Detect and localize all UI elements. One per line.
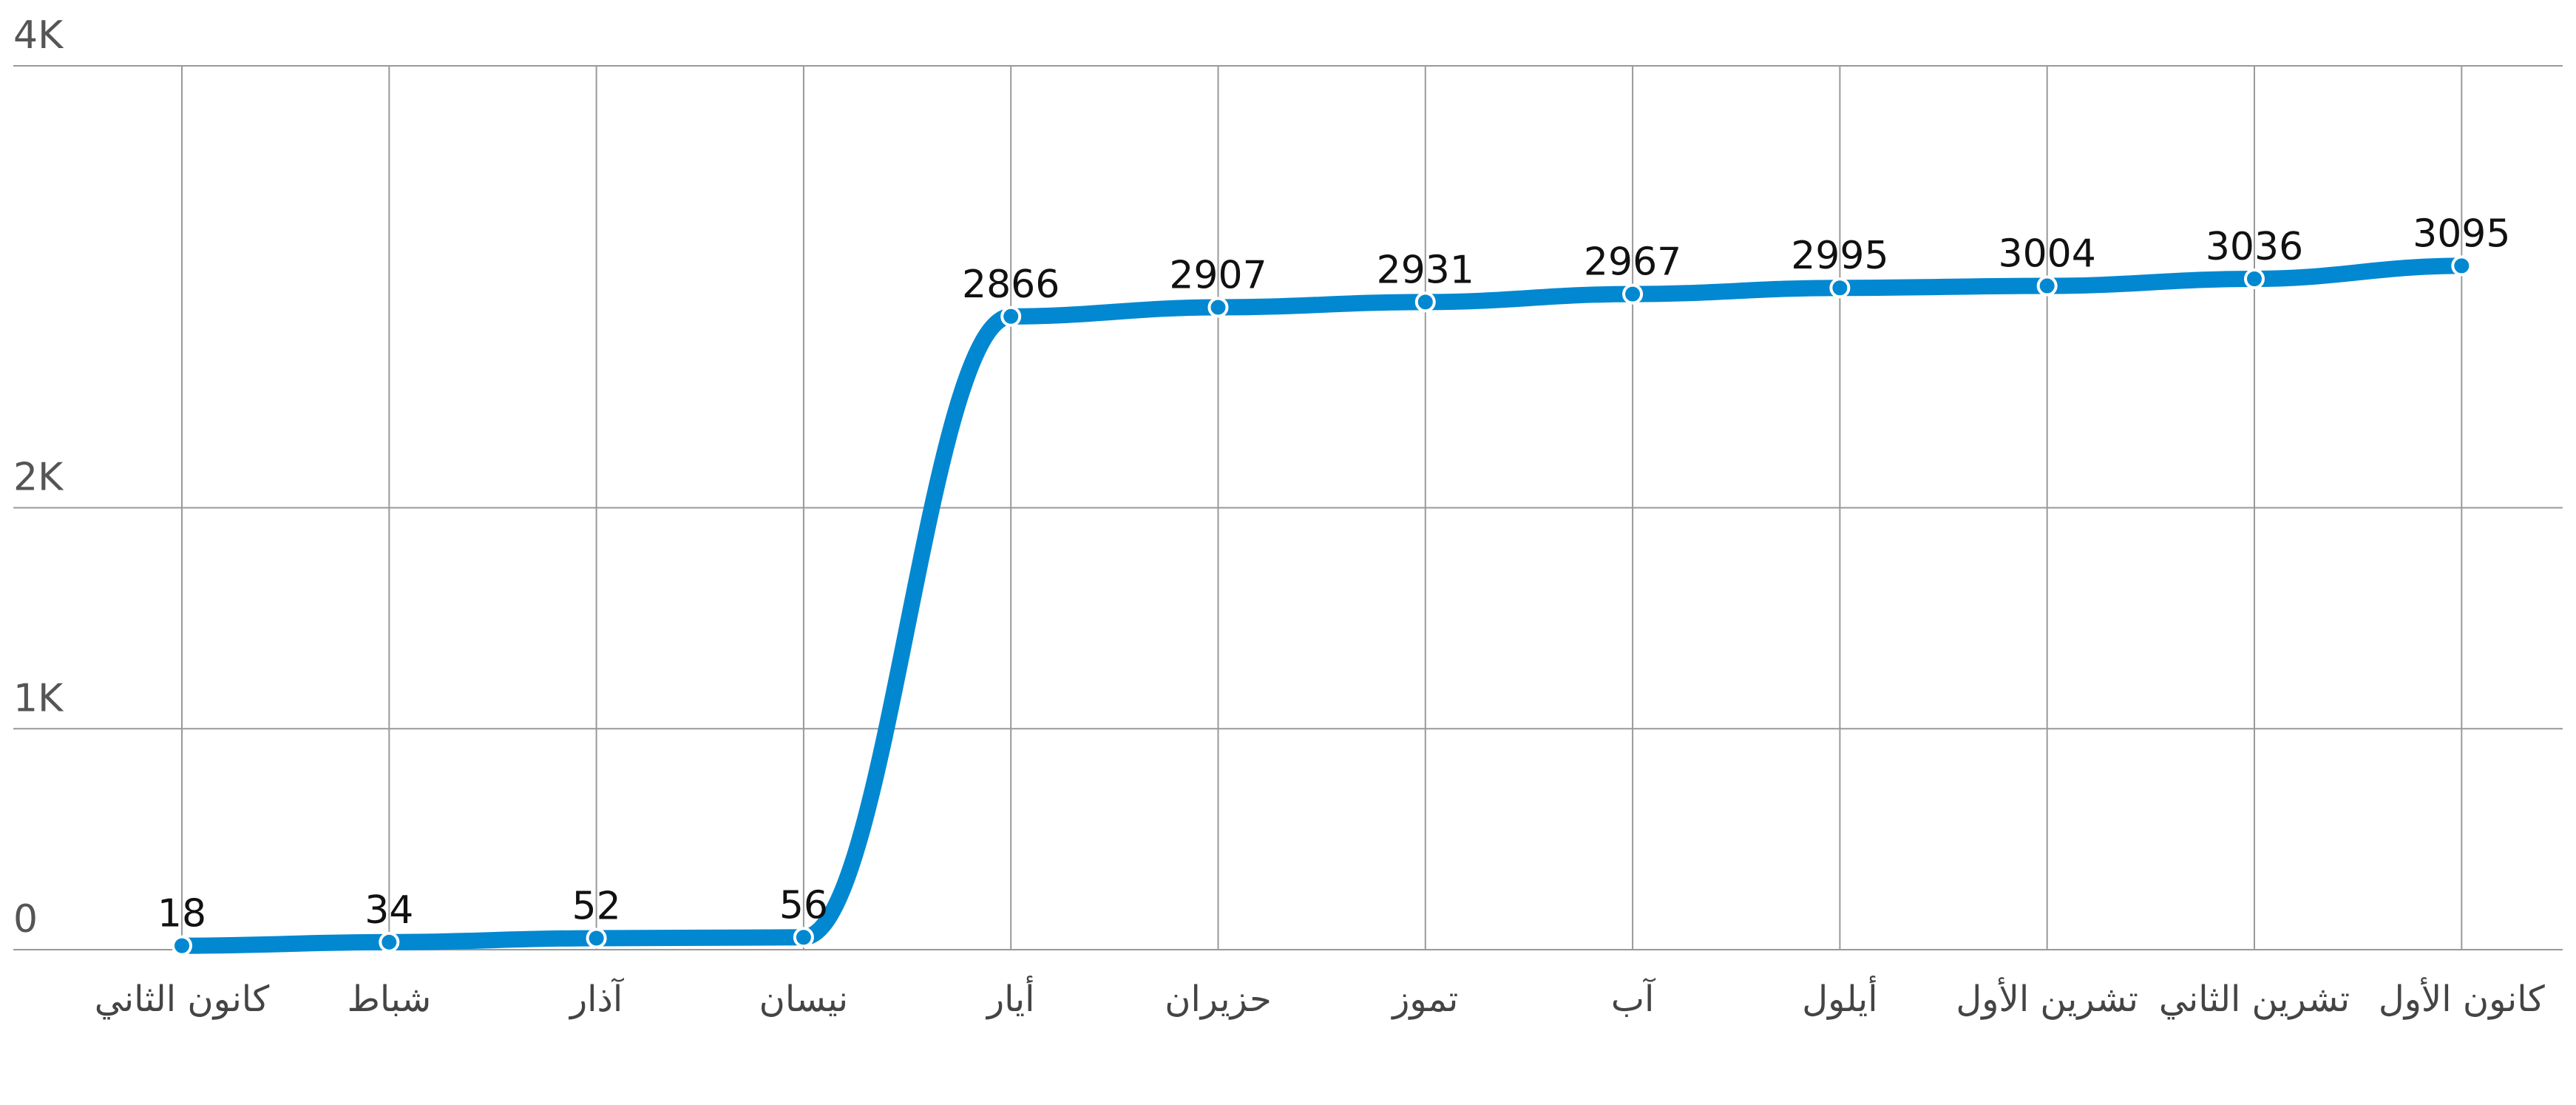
point — [793, 927, 814, 948]
data-label: 3004 — [1999, 232, 2096, 277]
data-label: 2967 — [1584, 240, 1681, 285]
x-tick-label: حزيران — [1165, 979, 1272, 1020]
data-label: 3095 — [2413, 212, 2510, 256]
y-tick-label: 4K — [13, 13, 64, 58]
data-label: 3036 — [2206, 225, 2303, 269]
data-label: 34 — [365, 888, 413, 933]
x-tick-label: أيار — [986, 976, 1035, 1020]
x-tick-label: تموز — [1391, 979, 1458, 1020]
x-tick-label: نيسان — [759, 979, 849, 1020]
x-tick-label: آب — [1611, 977, 1656, 1020]
point — [1000, 305, 1022, 327]
point — [1414, 291, 1436, 313]
y-tick-label: 2K — [13, 456, 64, 500]
data-label: 52 — [572, 884, 621, 928]
x-tick-label: آذار — [569, 977, 625, 1020]
point — [379, 931, 400, 953]
point — [172, 935, 192, 956]
line — [174, 257, 2470, 954]
point — [2451, 255, 2472, 277]
x-tick-label: كانون الأول — [2379, 976, 2545, 1020]
point — [1829, 277, 1851, 299]
x-tick-label: أيلول — [1802, 976, 1877, 1020]
x-tick-label: تشرين الثاني — [2159, 979, 2350, 1020]
y-tick-label: 0 — [13, 897, 38, 942]
data-label: 2931 — [1377, 248, 1474, 292]
data-label: 56 — [779, 883, 828, 927]
y-tick-label: 1K — [13, 676, 64, 720]
point — [2244, 268, 2265, 289]
data-label: 2866 — [962, 263, 1060, 307]
x-tick-label: كانون الثاني — [95, 979, 270, 1020]
x-tick-label: شباط — [347, 979, 431, 1020]
data-label: 2995 — [1791, 234, 1888, 278]
point — [586, 927, 607, 949]
point — [1207, 297, 1229, 318]
x-tick-label: تشرين الأول — [1956, 976, 2138, 1020]
point — [1622, 283, 1644, 305]
data-label: 2907 — [1169, 254, 1267, 298]
data-label: 18 — [157, 892, 206, 936]
point — [2036, 275, 2058, 297]
